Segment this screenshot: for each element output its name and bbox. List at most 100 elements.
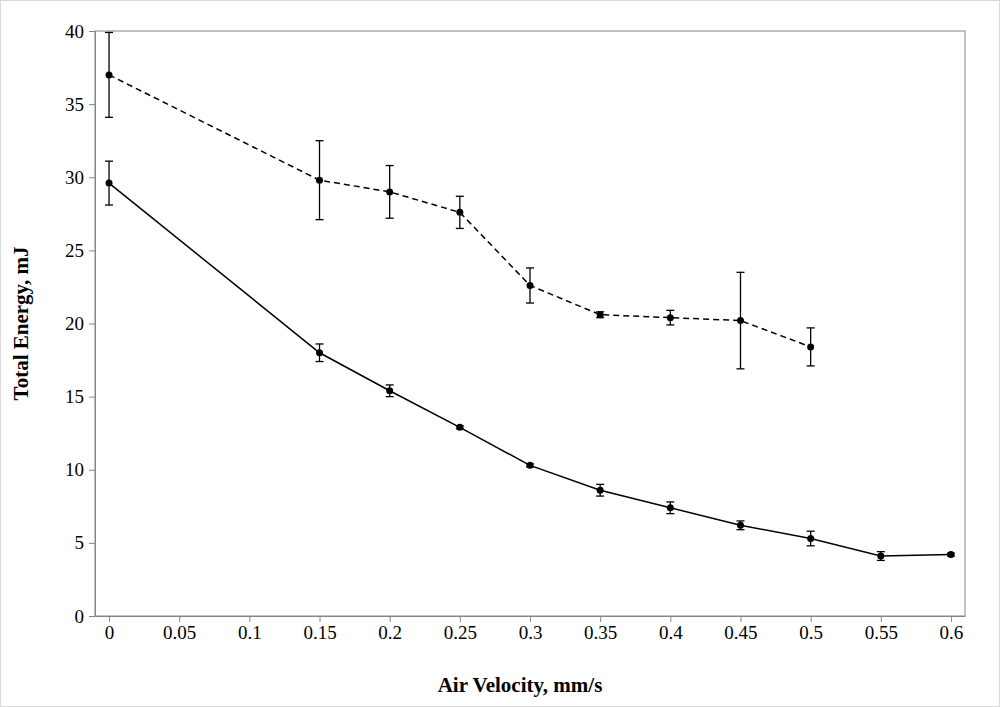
plot: 00.050.10.150.20.250.30.350.40.450.50.55… — [65, 21, 966, 644]
tick: 10 — [65, 459, 95, 480]
error-bar — [105, 161, 113, 205]
tick-mark — [89, 470, 95, 471]
error-bar-cap — [736, 368, 744, 369]
error-bar — [736, 521, 744, 530]
point — [737, 317, 744, 324]
error-bar-cap — [596, 495, 604, 496]
error-bar — [807, 531, 815, 546]
error-bar — [807, 328, 815, 366]
tick-label: 0.45 — [724, 622, 757, 643]
tick-label: 0.3 — [519, 622, 543, 643]
series-line — [109, 75, 811, 347]
error-bar-cap — [666, 324, 674, 325]
tick: 0.15 — [303, 616, 336, 643]
point — [597, 311, 604, 318]
error-bar-cap — [736, 529, 744, 530]
tick-label: 0.05 — [163, 622, 196, 643]
error-bar-cap — [316, 343, 324, 344]
error-bar-cap — [526, 302, 534, 303]
error-bar — [316, 141, 324, 220]
point — [667, 504, 674, 511]
tick-label: 15 — [65, 386, 84, 407]
point — [667, 314, 674, 321]
point — [106, 71, 113, 78]
point — [597, 487, 604, 494]
series-line — [109, 183, 951, 556]
error-bar-cap — [105, 161, 113, 162]
chart-border — [1, 1, 1000, 707]
tick-label: 0.1 — [238, 622, 262, 643]
tick: 5 — [75, 532, 96, 553]
error-bar-cap — [316, 361, 324, 362]
point — [456, 209, 463, 216]
error-bar-cap — [666, 310, 674, 311]
x-axis-title: Air Velocity, mm/s — [438, 673, 603, 697]
tick-mark — [179, 616, 180, 622]
plot-frame — [95, 31, 965, 616]
tick-label: 40 — [65, 21, 84, 42]
tick-mark — [89, 543, 95, 544]
error-bar-cap — [316, 219, 324, 220]
tick-mark — [811, 616, 812, 622]
tick-mark — [89, 616, 95, 617]
point — [316, 177, 323, 184]
tick-mark — [951, 616, 952, 622]
error-bar-cap — [807, 365, 815, 366]
tick-label: 0.25 — [444, 622, 477, 643]
tick-mark — [390, 616, 391, 622]
error-bar-cap — [526, 267, 534, 268]
marks — [105, 32, 955, 560]
point — [877, 553, 884, 560]
tick-label: 0.15 — [303, 622, 336, 643]
point — [386, 387, 393, 394]
tick-mark — [460, 616, 461, 622]
y-axis-title: Total Energy, mJ — [9, 247, 33, 401]
tick: 40 — [65, 21, 95, 42]
tick: 25 — [65, 240, 95, 261]
tick-mark — [89, 250, 95, 251]
point — [456, 424, 463, 431]
tick-mark — [89, 397, 95, 398]
tick: 30 — [65, 167, 95, 188]
error-bar-cap — [736, 520, 744, 521]
tick: 0.5 — [799, 616, 823, 643]
tick-mark — [740, 616, 741, 622]
tick-label: 5 — [75, 532, 85, 553]
tick-mark — [670, 616, 671, 622]
tick: 0.6 — [940, 616, 964, 643]
point — [737, 522, 744, 529]
error-bar — [877, 552, 885, 561]
tick: 0.35 — [584, 616, 617, 643]
point — [807, 343, 814, 350]
tick: 0.4 — [659, 616, 683, 643]
error-bar-cap — [105, 32, 113, 33]
error-bar-cap — [807, 545, 815, 546]
axis-line — [95, 32, 96, 617]
x-axis: 00.050.10.150.20.250.30.350.40.450.50.55… — [96, 616, 966, 643]
tick-mark — [89, 104, 95, 105]
error-bar — [526, 268, 534, 303]
tick-label: 0.5 — [799, 622, 823, 643]
point — [316, 349, 323, 356]
y-axis: 0510152025303540 — [65, 21, 96, 627]
tick-mark — [89, 177, 95, 178]
tick-label: 30 — [65, 167, 84, 188]
error-bar-cap — [877, 560, 885, 561]
tick-mark — [89, 324, 95, 325]
tick: 0.1 — [238, 616, 262, 643]
error-bar-cap — [596, 484, 604, 485]
tick: 0.25 — [444, 616, 477, 643]
tick: 0 — [105, 616, 115, 643]
tick-label: 0.4 — [659, 622, 683, 643]
error-bar — [386, 385, 394, 397]
error-bar-cap — [386, 218, 394, 219]
tick: 35 — [65, 94, 95, 115]
tick: 0.05 — [163, 616, 196, 643]
error-bar-cap — [807, 531, 815, 532]
tick: 0.2 — [378, 616, 402, 643]
tick-mark — [109, 616, 110, 622]
error-bar-cap — [456, 228, 464, 229]
tick: 0 — [75, 606, 96, 627]
tick-mark — [249, 616, 250, 622]
point — [386, 188, 393, 195]
